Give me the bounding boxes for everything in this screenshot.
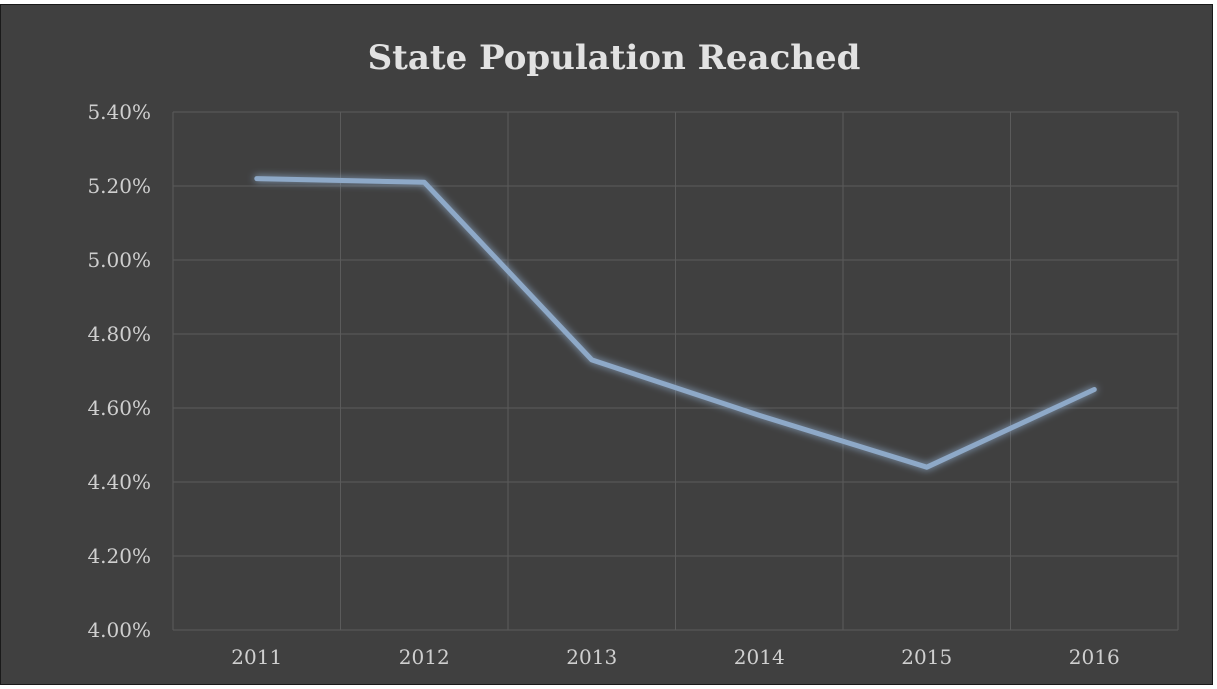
x-tick-label: 2011 (231, 645, 282, 669)
y-tick-label: 4.60% (87, 396, 151, 420)
series-layer (254, 176, 1097, 470)
x-tick-label: 2016 (1069, 645, 1120, 669)
x-tick-label: 2015 (901, 645, 952, 669)
y-tick-label: 4.80% (87, 322, 151, 346)
series-line (254, 176, 1097, 470)
x-tick-label: 2014 (734, 645, 785, 669)
y-tick-label: 4.00% (87, 618, 151, 642)
y-tick-label: 4.40% (87, 470, 151, 494)
y-tick-label: 5.40% (87, 100, 151, 124)
x-axis-ticks: 2011 2012 2013 2014 2015 2016 (231, 645, 1119, 669)
y-tick-label: 5.00% (87, 248, 151, 272)
chart-title: State Population Reached (368, 38, 861, 78)
grid (172, 111, 1179, 631)
chart-area: State Population Reached 5.40% 5.20% 5.00%… (0, 4, 1213, 685)
x-tick-label: 2012 (399, 645, 450, 669)
y-tick-label: 5.20% (87, 174, 151, 198)
y-axis-ticks: 5.40% 5.20% 5.00% 4.80% 4.60% 4.40% 4.20% 4.00% (87, 100, 151, 642)
line-chart: State Population Reached 5.40% 5.20% 5.00%… (87, 38, 1179, 669)
x-tick-label: 2013 (566, 645, 617, 669)
y-tick-label: 4.20% (87, 544, 151, 568)
